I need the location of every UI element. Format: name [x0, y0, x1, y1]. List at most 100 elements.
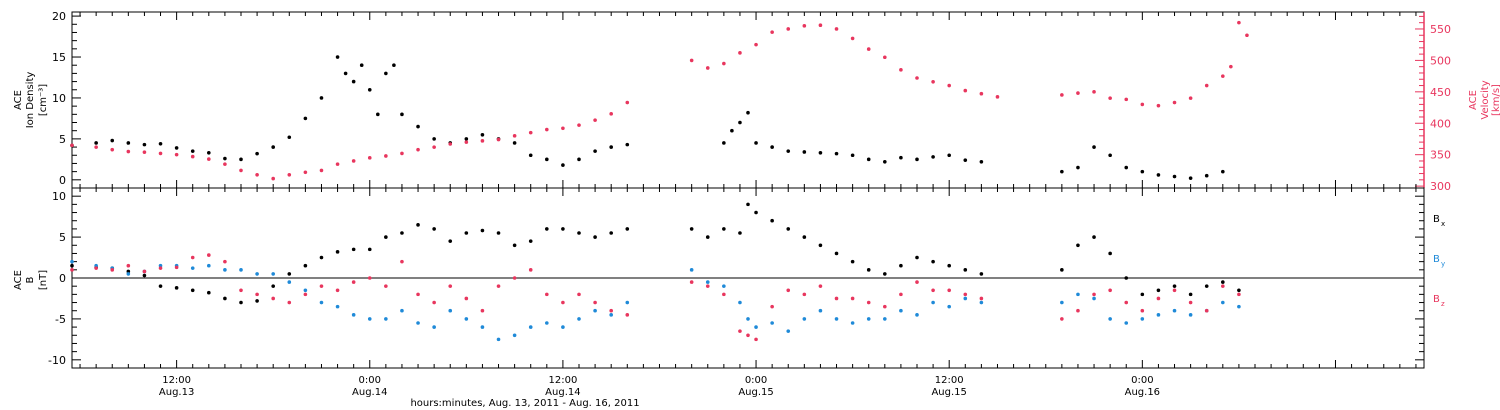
bottom-point-blue-40 — [754, 325, 758, 329]
time-x-axis: 12:00Aug.130:00Aug.1412:00Aug.140:00Aug.… — [79, 12, 1417, 398]
bottom-point-blue-20 — [400, 308, 404, 313]
density-tick-label: 20 — [52, 10, 66, 23]
bottom-point-blue-27 — [512, 333, 517, 338]
bottom-point-black-44 — [818, 243, 823, 248]
bottom-point-black-23 — [448, 239, 453, 243]
bottom-point-black-28 — [528, 239, 533, 243]
bottom-point-blue-39 — [746, 317, 750, 321]
bottom-point-blue-51 — [931, 300, 935, 305]
bottom-point-blue-58 — [1108, 317, 1112, 321]
top-point-red-10 — [239, 168, 243, 173]
bottom-point-red-58 — [1108, 288, 1112, 293]
bottom-point-red-42 — [786, 288, 791, 293]
top-point-red-24 — [464, 140, 469, 144]
bottom-point-red-62 — [1172, 288, 1177, 293]
bottom-point-black-4 — [142, 273, 147, 278]
top-point-red-18 — [367, 156, 372, 160]
x-tick-label-day: Aug.15 — [931, 387, 966, 398]
top-point-red-25 — [480, 139, 485, 143]
velocity-ylabel-line1: ACE — [1468, 90, 1479, 110]
top-point-red-59 — [1124, 97, 1129, 102]
top-point-black-49 — [850, 153, 855, 158]
top-point-black-54 — [931, 155, 935, 159]
bottom-point-red-5 — [158, 266, 163, 270]
top-point-black-58 — [1060, 169, 1064, 174]
bottom-point-blue-29 — [545, 321, 549, 325]
bottom-point-blue-25 — [480, 325, 485, 329]
top-point-red-51 — [947, 83, 951, 88]
top-point-black-35 — [577, 157, 581, 162]
bottom-point-blue-24 — [464, 317, 469, 321]
x-axis-label: hours:minutes, Aug. 13, 2011 - Aug. 16, … — [410, 398, 639, 409]
bottom-point-red-24 — [464, 296, 469, 301]
x-tick-label-time: 0:00 — [1131, 375, 1153, 386]
top-point-red-62 — [1172, 100, 1177, 105]
bottom-point-red-0 — [70, 268, 74, 272]
top-point-black-67 — [1204, 173, 1209, 178]
bottom-point-black-36 — [705, 235, 710, 239]
density-ylabel-line2: Ion Density — [25, 72, 36, 129]
bottom-point-blue-44 — [818, 308, 823, 313]
bottom-point-black-33 — [609, 231, 613, 235]
bottom-point-red-55 — [1060, 317, 1064, 321]
top-point-red-67 — [1237, 20, 1241, 25]
bottom-point-blue-59 — [1124, 321, 1129, 325]
bottom-point-blue-61 — [1156, 313, 1161, 317]
density-tick-label: 10 — [52, 92, 66, 105]
density-tick-label: 5 — [59, 133, 66, 146]
top-point-red-35 — [689, 58, 694, 63]
x-tick-label-day: Aug.14 — [545, 387, 580, 398]
b-tick-label: 10 — [52, 190, 66, 203]
top-point-red-29 — [545, 127, 549, 132]
top-point-red-33 — [609, 112, 613, 116]
top-point-red-53 — [979, 91, 984, 96]
bottom-point-black-24 — [464, 231, 469, 235]
top-point-black-22 — [384, 71, 388, 76]
bottom-point-red-25 — [480, 308, 485, 313]
velocity-tick-label: 350 — [1430, 149, 1451, 162]
top-point-red-63 — [1188, 96, 1193, 100]
bottom-point-red-6 — [174, 265, 179, 270]
bottom-point-black-27 — [512, 243, 517, 248]
bottom-point-black-38 — [738, 231, 742, 235]
bottom-point-black-58 — [1108, 251, 1112, 256]
top-point-black-52 — [899, 155, 903, 160]
bottom-point-red-41 — [770, 304, 774, 309]
top-point-black-40 — [730, 128, 734, 133]
bottom-point-black-15 — [319, 255, 324, 260]
bottom-point-red-8 — [207, 253, 211, 257]
bottom-point-black-39 — [746, 202, 750, 207]
bottom-point-blue-56 — [1076, 292, 1080, 297]
top-point-red-36 — [705, 66, 710, 70]
velocity-tick-label: 450 — [1430, 86, 1451, 99]
bottom-point-blue-17 — [351, 313, 356, 317]
top-point-black-9 — [223, 156, 227, 161]
density-ylabel-line3: [cm⁻³] — [38, 84, 49, 116]
b-tick-label: -10 — [48, 354, 66, 367]
top-point-black-34 — [561, 163, 565, 167]
top-point-red-2 — [110, 147, 115, 152]
top-point-black-19 — [359, 63, 364, 68]
bottom-point-black-29 — [545, 227, 549, 231]
bottom-point-red-29 — [545, 292, 549, 297]
bottom-point-red-65 — [1221, 284, 1225, 288]
bottom-point-blue-13 — [287, 280, 292, 284]
bottom-point-black-63 — [1188, 292, 1193, 297]
top-point-red-26 — [496, 137, 501, 142]
bottom-point-red-18 — [367, 276, 372, 280]
bottom-point-blue-10 — [239, 268, 243, 272]
top-point-red-44 — [834, 27, 839, 31]
bottom-point-blue-32 — [593, 308, 597, 313]
bottom-point-black-43 — [802, 235, 807, 239]
top-point-red-1 — [94, 145, 98, 149]
bottom-point-red-37 — [722, 292, 726, 297]
top-point-black-8 — [207, 151, 211, 155]
top-point-black-65 — [1172, 174, 1177, 179]
bottom-point-red-22 — [432, 300, 436, 305]
bottom-point-blue-9 — [223, 268, 227, 272]
x-tick-label-day: Aug.14 — [352, 387, 387, 398]
bottom-point-black-19 — [384, 235, 388, 239]
bottom-point-red-4 — [142, 269, 147, 274]
bottom-point-blue-55 — [1060, 300, 1064, 305]
